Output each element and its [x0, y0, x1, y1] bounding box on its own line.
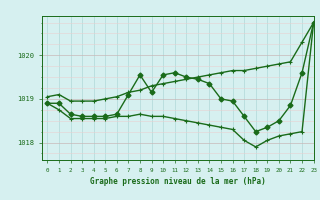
X-axis label: Graphe pression niveau de la mer (hPa): Graphe pression niveau de la mer (hPa) — [90, 177, 266, 186]
